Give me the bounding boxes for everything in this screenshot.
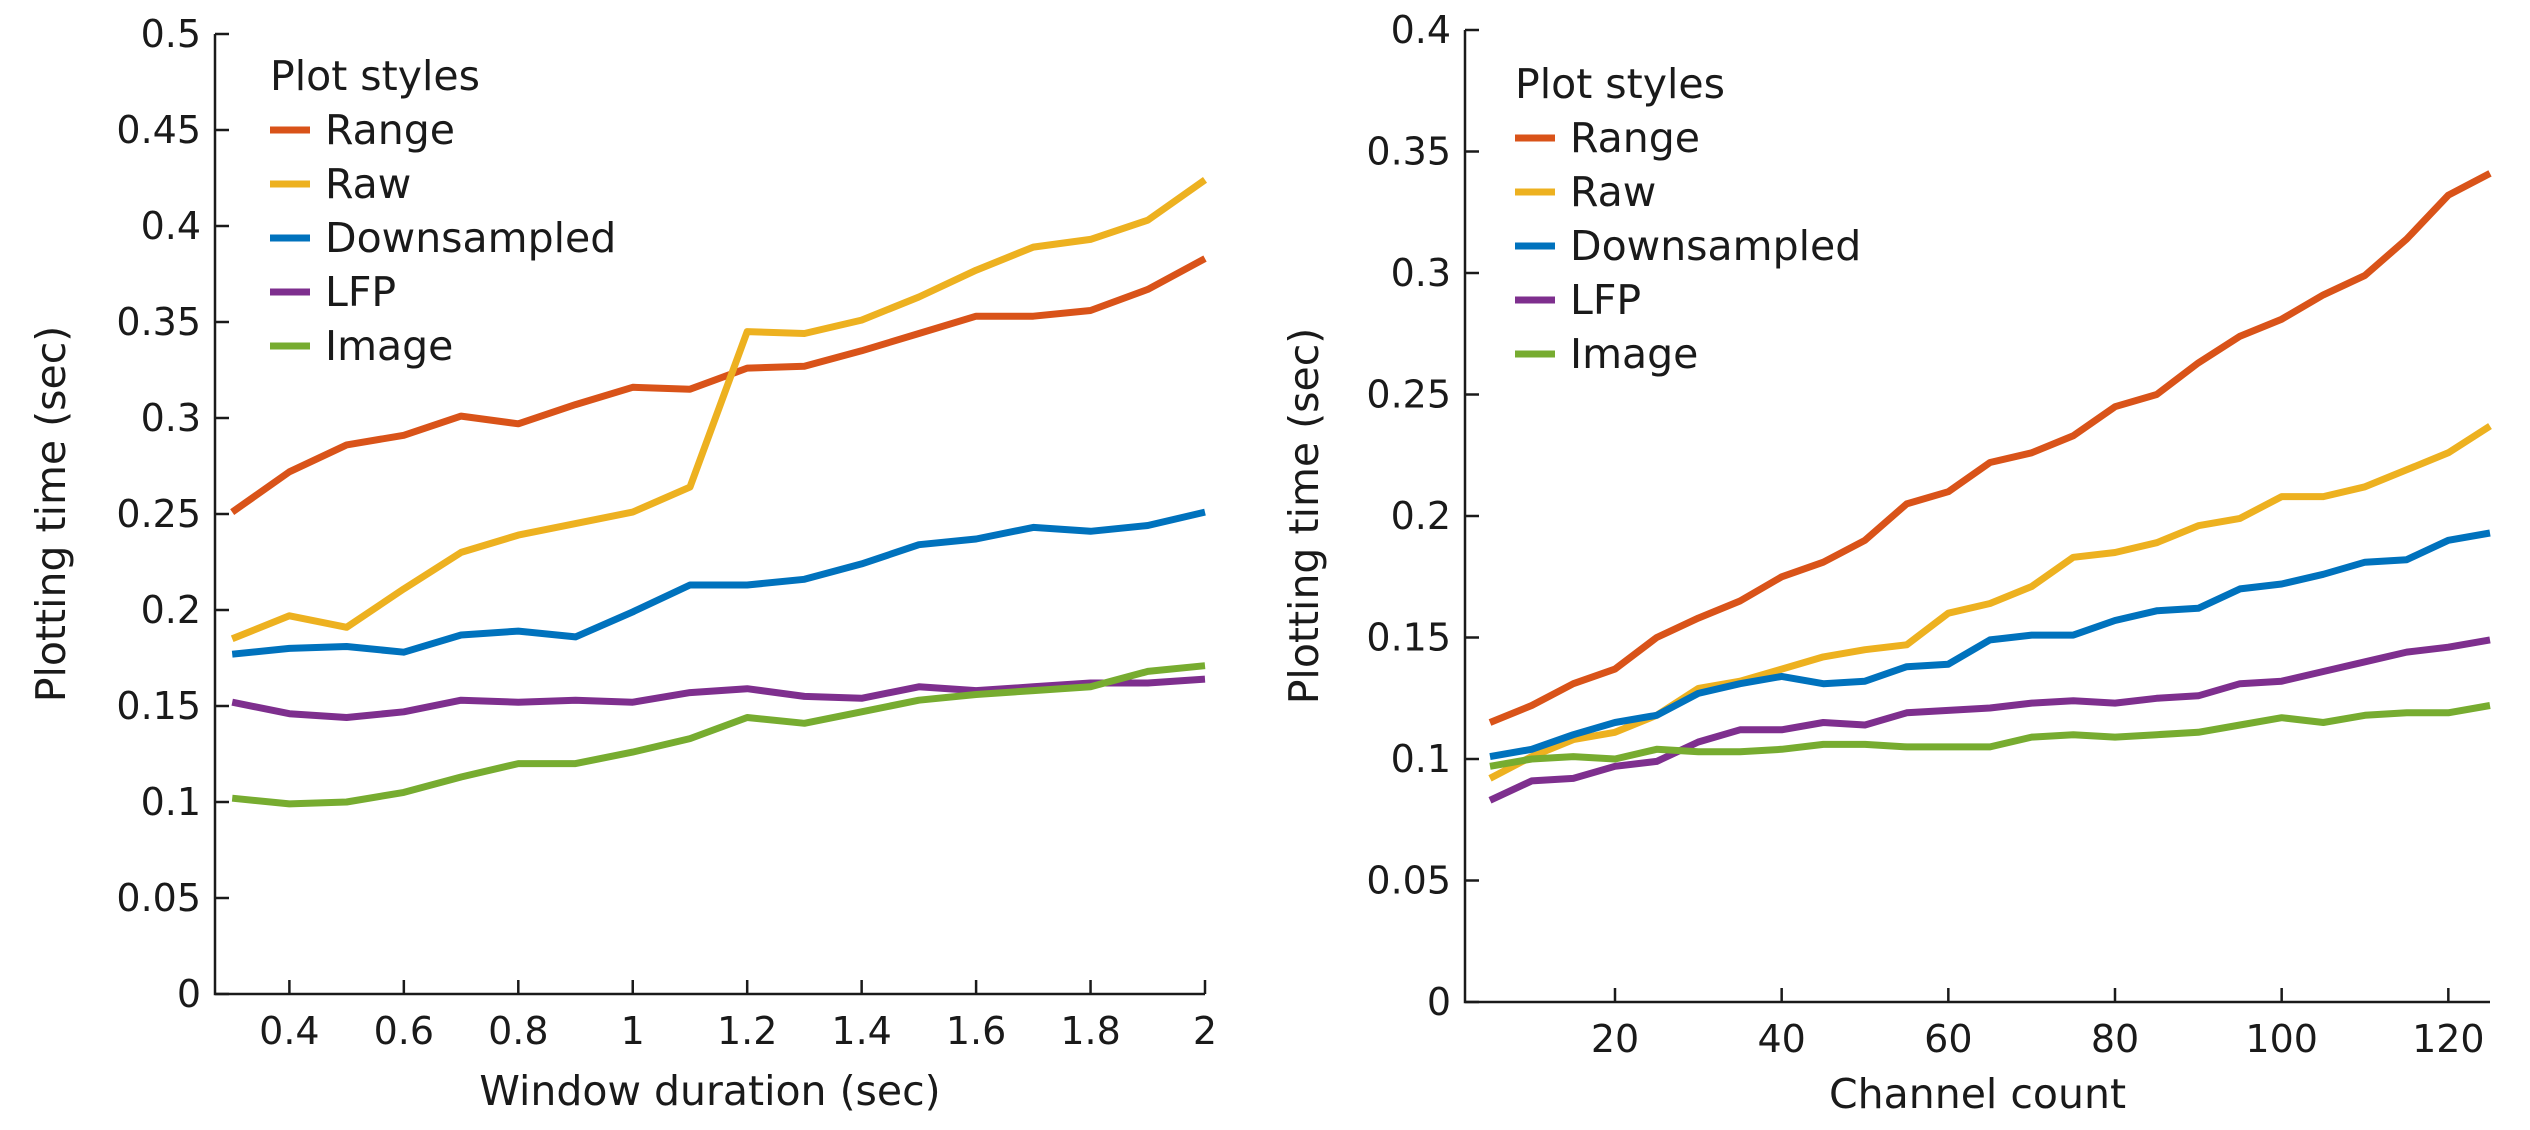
legend-label-range: Range	[1570, 114, 1700, 162]
series-line-raw	[1488, 423, 2492, 782]
y-tick-label: 0.35	[116, 300, 201, 344]
y-axis-label: Plotting time (sec)	[27, 326, 75, 703]
series-line-range	[230, 255, 1207, 515]
legend-label-raw: Raw	[1570, 168, 1656, 216]
series-line-downsampled	[231, 508, 1206, 658]
x-tick-label: 1	[621, 1009, 645, 1053]
series-line-lfp	[1488, 636, 2491, 804]
legend-title: Plot styles	[270, 52, 480, 100]
x-tick-label: 80	[2091, 1017, 2139, 1061]
y-tick-label: 0.35	[1366, 130, 1451, 174]
x-tick-label: 1.2	[717, 1009, 777, 1053]
x-tick-label: 1.4	[831, 1009, 891, 1053]
y-tick-label: 0.3	[141, 396, 201, 440]
legend-label-image: Image	[325, 322, 453, 370]
y-tick-label: 0.1	[141, 780, 201, 824]
x-tick-label: 0.8	[488, 1009, 548, 1053]
x-axis-label: Window duration (sec)	[479, 1067, 940, 1115]
y-tick-label: 0.4	[141, 204, 201, 248]
legend-label-range: Range	[325, 106, 455, 154]
right-chart-channel-count: 0 0.05 0.1 0.15 0.2 0.25 0.3 0.35 0.4 20 40 60 80 100…	[1280, 8, 2492, 1118]
y-tick-label: 0.4	[1391, 8, 1451, 52]
y-tick-label: 0.1	[1391, 737, 1451, 781]
x-tick-label: 40	[1757, 1017, 1805, 1061]
y-tick-label: 0.2	[141, 588, 201, 632]
legend-label-downsampled: Downsampled	[1570, 222, 1861, 270]
y-tick-label: 0.3	[1391, 251, 1451, 295]
x-tick-label: 20	[1591, 1017, 1639, 1061]
y-tick-label: 0	[177, 972, 201, 1016]
series-line-lfp	[231, 675, 1206, 721]
series-line-raw	[230, 177, 1208, 643]
series-line-image	[231, 662, 1206, 808]
y-tick-label: 0.15	[116, 684, 201, 728]
legend-label-downsampled: Downsampled	[325, 214, 616, 262]
y-tick-label: 0.05	[116, 876, 201, 920]
y-tick-label: 0.45	[116, 108, 201, 152]
legend-title: Plot styles	[1515, 60, 1725, 108]
series-line-image	[1489, 702, 2491, 770]
x-tick-label: 1.8	[1060, 1009, 1120, 1053]
x-tick-label: 100	[2245, 1017, 2318, 1061]
y-tick-label: 0.25	[116, 492, 201, 536]
legend-label-raw: Raw	[325, 160, 411, 208]
y-tick-label: 0.2	[1391, 494, 1451, 538]
series-line-range	[1488, 170, 2492, 726]
x-tick-label: 60	[1924, 1017, 1972, 1061]
x-tick-label: 0.4	[259, 1009, 319, 1053]
y-axis-label: Plotting time (sec)	[1280, 328, 1328, 705]
y-tick-label: 0.5	[141, 12, 201, 56]
x-tick-label: 120	[2412, 1017, 2485, 1061]
legend-label-lfp: LFP	[325, 268, 396, 316]
left-chart-window-duration: 0 0.05 0.1 0.15 0.2 0.25 0.3 0.35 0.4 0.45 0.5 0.4 0…	[27, 12, 1217, 1115]
legend-label-image: Image	[1570, 330, 1698, 378]
y-tick-label: 0.15	[1366, 616, 1451, 660]
y-tick-label: 0.05	[1366, 859, 1451, 903]
legend-label-lfp: LFP	[1570, 276, 1641, 324]
x-tick-label: 0.6	[374, 1009, 434, 1053]
x-axis-label: Channel count	[1829, 1070, 2126, 1118]
y-tick-label: 0.25	[1366, 373, 1451, 417]
series-line-downsampled	[1489, 529, 2491, 761]
y-tick-label: 0	[1427, 980, 1451, 1024]
x-tick-label: 2	[1193, 1009, 1217, 1053]
x-tick-label: 1.6	[946, 1009, 1006, 1053]
